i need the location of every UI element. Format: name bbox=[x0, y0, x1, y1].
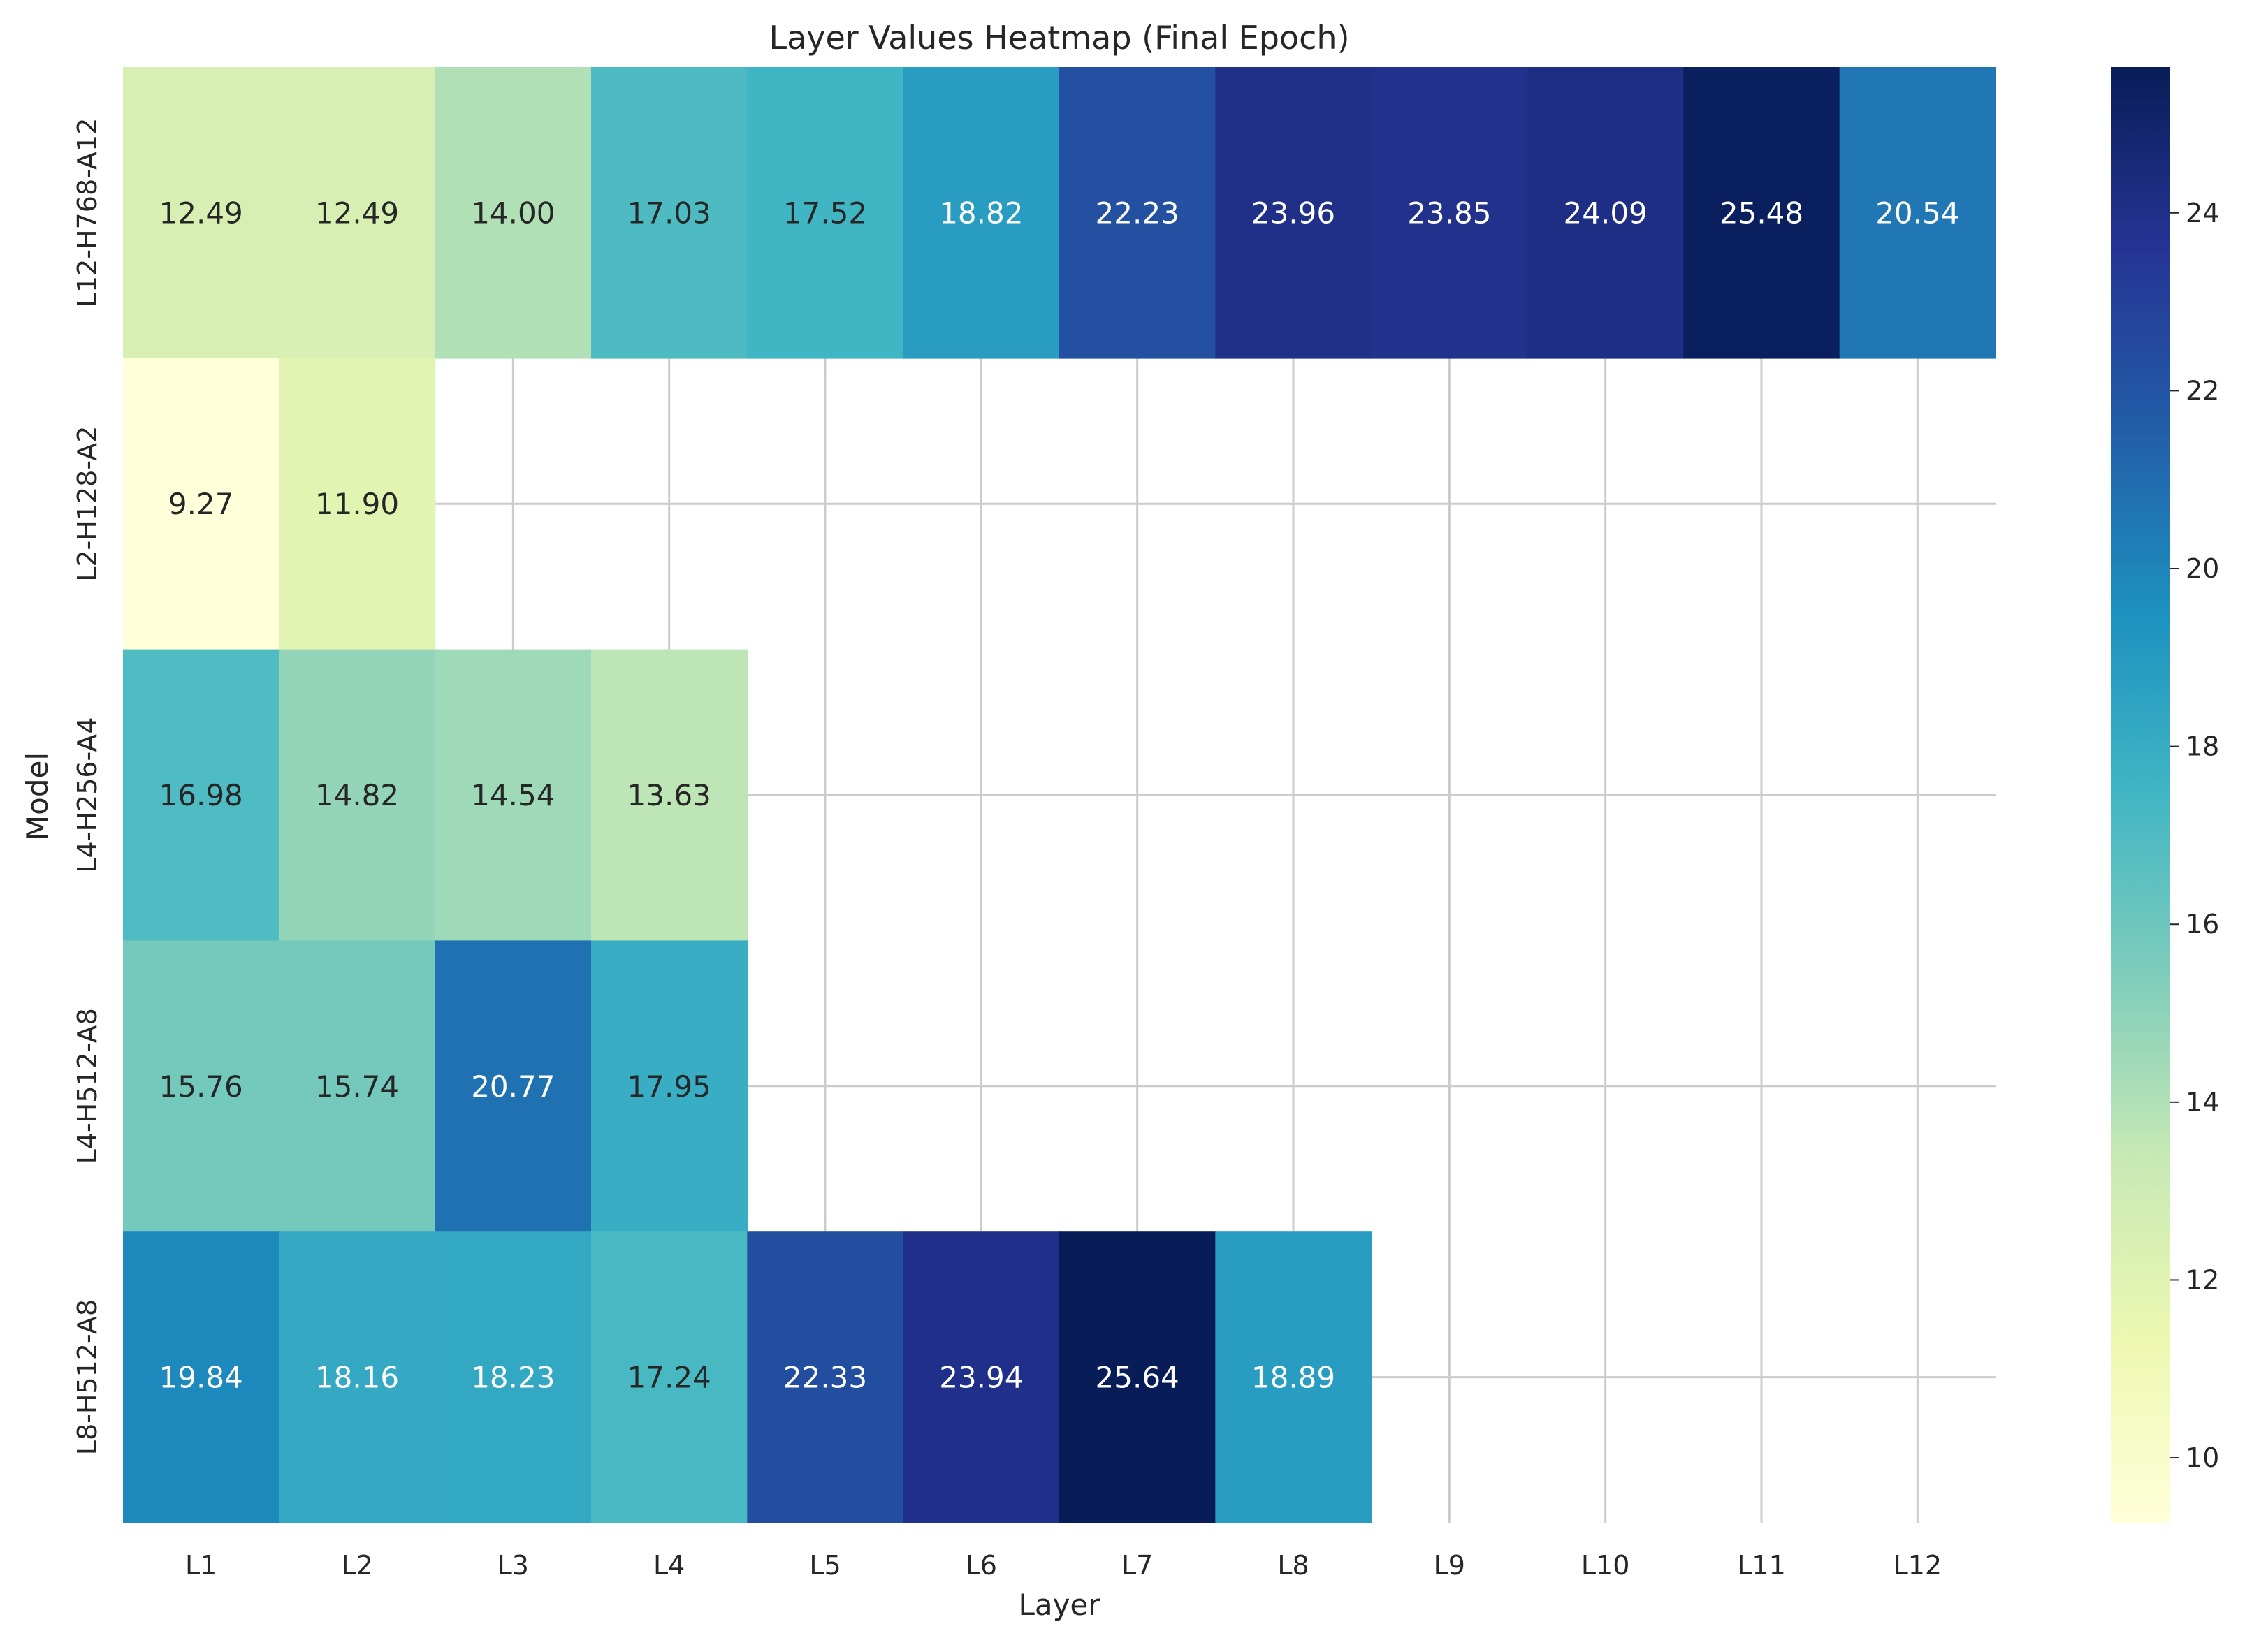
cell-value-label: 25.64 bbox=[1096, 1361, 1179, 1395]
cell-value-label: 23.85 bbox=[1407, 196, 1491, 230]
cell-value-label: 17.24 bbox=[627, 1361, 711, 1395]
heatmap-cell bbox=[435, 1231, 592, 1523]
cell-value-label: 11.90 bbox=[315, 487, 399, 521]
cell-value-label: 25.48 bbox=[1720, 196, 1803, 230]
heatmap-cell bbox=[591, 940, 748, 1232]
cell-value-label: 20.77 bbox=[471, 1069, 555, 1104]
y-tick-label: L8-H512-A8 bbox=[72, 1299, 103, 1455]
heatmap-cell bbox=[903, 67, 1060, 359]
heatmap-cell bbox=[279, 940, 436, 1232]
x-tick-label: L11 bbox=[1737, 1550, 1786, 1581]
cell-value-label: 12.49 bbox=[159, 196, 243, 230]
colorbar-tick-label: 12 bbox=[2186, 1264, 2219, 1295]
cell-value-label: 18.82 bbox=[939, 196, 1023, 230]
cell-value-label: 17.03 bbox=[627, 196, 711, 230]
y-tick-label: L2-H128-A2 bbox=[72, 426, 103, 582]
colorbar-ticks: 10 12 14 16 18 20 22 24 bbox=[2170, 198, 2219, 1473]
cell-value-label: 18.89 bbox=[1251, 1361, 1335, 1395]
cell-value-label: 16.98 bbox=[159, 778, 243, 812]
x-tick-label: L2 bbox=[341, 1550, 372, 1581]
heatmap-cell bbox=[591, 649, 748, 942]
cell-value-label: 12.49 bbox=[315, 196, 399, 230]
cell-value-label: 18.16 bbox=[315, 1361, 399, 1395]
x-tick-label: L12 bbox=[1893, 1550, 1942, 1581]
heatmap-cell bbox=[747, 67, 904, 359]
cell-value-label: 23.96 bbox=[1251, 196, 1335, 230]
heatmap-cell bbox=[123, 67, 280, 359]
cell-value-label: 22.23 bbox=[1096, 196, 1179, 230]
x-axis-label: Layer bbox=[1018, 1588, 1100, 1622]
cell-value-label: 14.54 bbox=[471, 778, 555, 812]
colorbar bbox=[2111, 67, 2170, 1523]
x-tick-label: L10 bbox=[1581, 1550, 1630, 1581]
cell-value-label: 15.76 bbox=[159, 1069, 243, 1104]
cell-value-label: 13.63 bbox=[627, 778, 711, 812]
cell-value-label: 15.74 bbox=[315, 1069, 399, 1104]
colorbar-tick-label: 16 bbox=[2186, 909, 2219, 940]
cell-value-label: 14.82 bbox=[315, 778, 399, 812]
y-axis-ticks: L12-H768-A12 L2-H128-A2 L4-H256-A4 L4-H512-… bbox=[72, 118, 103, 1456]
y-tick-label: L4-H256-A4 bbox=[72, 717, 103, 872]
x-tick-label: L7 bbox=[1121, 1550, 1153, 1581]
cell-value-label: 22.33 bbox=[783, 1361, 867, 1395]
cell-value-label: 18.23 bbox=[471, 1361, 555, 1395]
heatmap-cell bbox=[123, 1231, 280, 1523]
cell-value-label: 17.52 bbox=[783, 196, 867, 230]
heatmap-cell bbox=[123, 940, 280, 1232]
y-tick-label: L4-H512-A8 bbox=[72, 1008, 103, 1164]
x-tick-label: L5 bbox=[809, 1550, 841, 1581]
x-tick-label: L9 bbox=[1434, 1550, 1465, 1581]
heatmap-cell bbox=[435, 67, 592, 359]
heatmap-cell bbox=[591, 1231, 748, 1523]
x-tick-label: L6 bbox=[966, 1550, 997, 1581]
heatmap-cell bbox=[903, 1231, 1060, 1523]
x-tick-label: L3 bbox=[497, 1550, 529, 1581]
cell-value-label: 17.95 bbox=[627, 1069, 711, 1104]
heatmap-cell bbox=[279, 649, 436, 942]
cell-value-label: 14.00 bbox=[471, 196, 555, 230]
heatmap-cell bbox=[747, 1231, 904, 1523]
heatmap-cell bbox=[1059, 67, 1216, 359]
x-tick-label: L4 bbox=[653, 1550, 685, 1581]
heatmap-cell bbox=[123, 649, 280, 942]
colorbar-tick-label: 24 bbox=[2186, 198, 2219, 228]
heatmap-cell bbox=[123, 358, 280, 650]
heatmap-cell bbox=[1215, 1231, 1372, 1523]
colorbar-tick-label: 10 bbox=[2186, 1442, 2219, 1473]
colorbar-tick-label: 20 bbox=[2186, 553, 2219, 584]
heatmap-cell bbox=[435, 649, 592, 942]
x-tick-label: L1 bbox=[185, 1550, 217, 1581]
colorbar-tick-label: 22 bbox=[2186, 375, 2219, 406]
heatmap-cell bbox=[279, 358, 436, 650]
cell-value-label: 24.09 bbox=[1564, 196, 1648, 230]
heatmap-cell bbox=[279, 67, 436, 359]
heatmap-cell bbox=[1059, 1231, 1216, 1523]
colorbar-tick-label: 14 bbox=[2186, 1087, 2219, 1118]
heatmap-cell bbox=[1527, 67, 1685, 359]
heatmap-cell bbox=[1839, 67, 1996, 359]
x-tick-label: L8 bbox=[1277, 1550, 1309, 1581]
colorbar-tick-label: 18 bbox=[2186, 731, 2219, 762]
cell-value-label: 19.84 bbox=[159, 1361, 243, 1395]
cell-value-label: 9.27 bbox=[168, 487, 234, 521]
heatmap-cells bbox=[123, 67, 1996, 1523]
cell-value-label: 20.54 bbox=[1875, 196, 1959, 230]
y-tick-label: L12-H768-A12 bbox=[72, 118, 103, 308]
cell-value-label: 23.94 bbox=[939, 1361, 1023, 1395]
heatmap-cell bbox=[1215, 67, 1372, 359]
heatmap-cell bbox=[1683, 67, 1840, 359]
chart-title: Layer Values Heatmap (Final Epoch) bbox=[769, 19, 1349, 57]
x-axis-ticks: L1 L2 L3 L4 L5 L6 L7 L8 L9 L10 L11 L12 bbox=[185, 1550, 1942, 1581]
heatmap-cell bbox=[591, 67, 748, 359]
heatmap-cell bbox=[435, 940, 592, 1232]
y-axis-label: Model bbox=[20, 752, 54, 840]
heatmap-cell bbox=[1371, 67, 1528, 359]
heatmap-cell bbox=[279, 1231, 436, 1523]
cell-labels: 12.49 12.49 14.00 17.03 17.52 18.82 22.23 23.96… bbox=[159, 196, 1960, 1394]
